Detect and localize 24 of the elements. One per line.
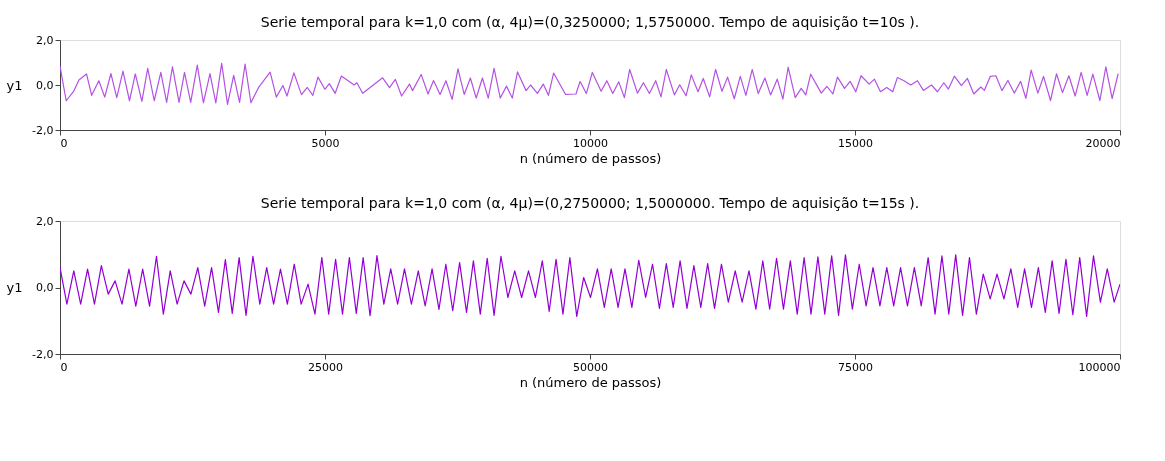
- x-axis-title: n (número de passos): [519, 374, 662, 390]
- x-tick-label: 15000: [838, 136, 873, 150]
- y-axis-title: y1: [6, 77, 23, 93]
- y-tick-label: 0,0: [36, 78, 54, 92]
- y-tick-label: 0,0: [36, 281, 54, 294]
- y-tick-label: 2,0: [36, 33, 54, 47]
- chart-title: Serie temporal para k=1,0 com (α, 4μ)=(0,2750000; 1,5000000. Tempo de aquisição t=15s ).: [260, 195, 920, 211]
- x-axis-title: n (número de passos): [519, 150, 662, 166]
- line-series: [60, 62, 1119, 105]
- x-tick-label: 50000: [573, 360, 608, 374]
- y-axis-title: y1: [6, 280, 23, 295]
- line-series: [60, 254, 1120, 318]
- x-tick-label: 10000: [573, 136, 608, 150]
- y-tick-label: -2,0: [32, 347, 54, 361]
- x-tick-label: 75000: [838, 360, 873, 374]
- x-tick-label: 0: [60, 136, 68, 150]
- x-tick-label: 100000: [1078, 360, 1121, 374]
- x-tick-label: 20000: [1085, 136, 1121, 150]
- x-tick-label: 25000: [308, 360, 343, 374]
- chart-title: Serie temporal para k=1,0 com (α, 4μ)=(0,3250000; 1,5750000. Tempo de aquisição t=10s ).: [260, 14, 920, 30]
- y-tick-label: 2,0: [36, 214, 54, 228]
- x-tick-label: 5000: [311, 136, 340, 150]
- y-tick-label: -2,0: [32, 123, 54, 137]
- x-tick-label: 0: [60, 360, 68, 374]
